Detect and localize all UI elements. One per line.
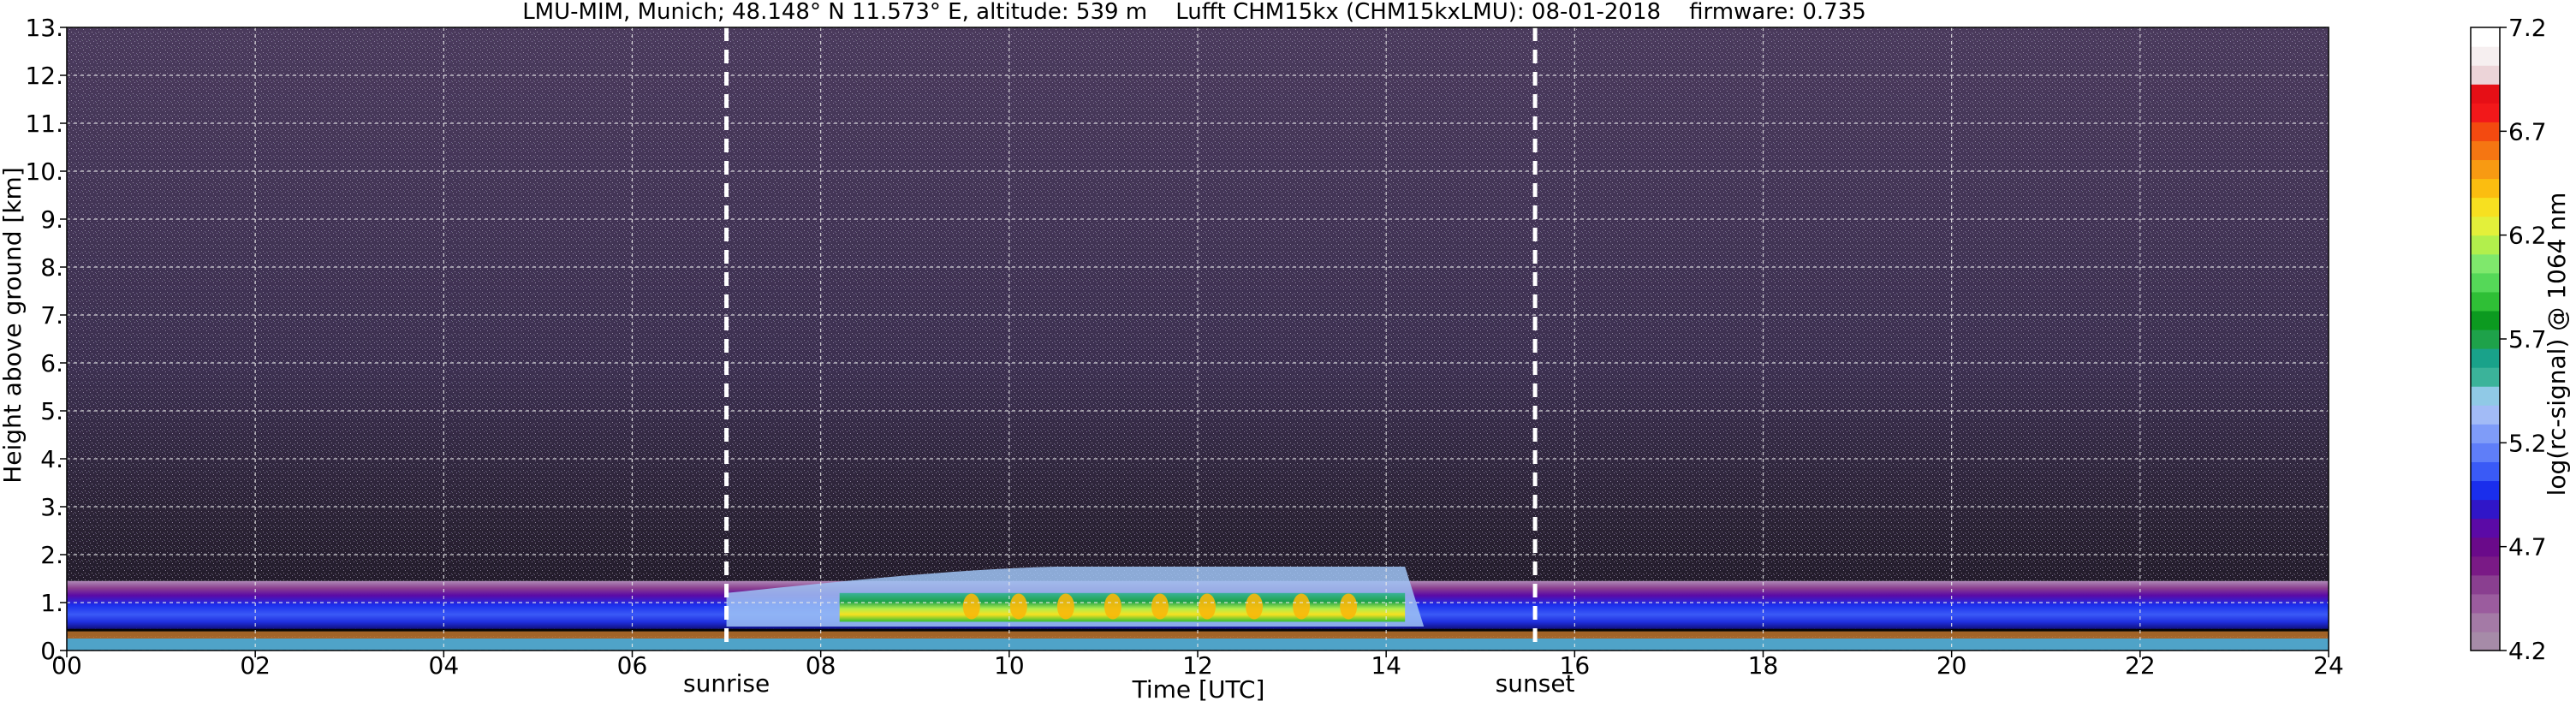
x-tick-label: 14 bbox=[1371, 651, 1401, 680]
chart-title: LMU-MIM, Munich; 48.148° N 11.573° E, al… bbox=[522, 0, 1866, 25]
x-tick-label: 12 bbox=[1182, 651, 1213, 680]
colorbar-swatch bbox=[2471, 159, 2500, 180]
colorbar-ticks: 4.2 4.7 5.2 5.7 6.2 6.7 7.2 bbox=[2500, 14, 2547, 665]
colorbar-swatch bbox=[2471, 574, 2500, 595]
colorbar bbox=[2470, 27, 2501, 651]
x-tick-label: 04 bbox=[429, 651, 460, 680]
y-tick-label: 12. bbox=[25, 62, 63, 90]
colorbar-swatch bbox=[2471, 329, 2500, 349]
y-tick-label: 7. bbox=[40, 301, 63, 330]
colorbar-swatch bbox=[2471, 348, 2500, 368]
y-tick-label: 9. bbox=[40, 205, 63, 234]
colorbar-swatch bbox=[2471, 178, 2500, 199]
layer-cell bbox=[1293, 593, 1311, 620]
colorbar-swatch bbox=[2471, 631, 2500, 651]
colorbar-tick-label: 6.7 bbox=[2508, 117, 2547, 146]
y-tick-label: 8. bbox=[40, 253, 63, 282]
colorbar-swatch bbox=[2471, 386, 2500, 406]
layer-cell bbox=[1340, 593, 1358, 620]
x-tick-label: 16 bbox=[1560, 651, 1591, 680]
colorbar-swatch bbox=[2471, 27, 2500, 47]
colorbar-swatch bbox=[2471, 253, 2500, 274]
layer-cell bbox=[1104, 593, 1121, 620]
x-tick-label: 22 bbox=[2125, 651, 2156, 680]
sun-markers bbox=[724, 27, 1538, 651]
layer-cell bbox=[1246, 593, 1264, 620]
x-axis-label: Time [UTC] bbox=[1132, 675, 1265, 704]
colorbar-swatch bbox=[2471, 291, 2500, 312]
x-axis-ticks: 00 02 04 06 08 10 12 14 16 18 20 22 24 bbox=[51, 651, 2344, 680]
colorbar-tick-label: 5.2 bbox=[2508, 429, 2547, 457]
colorbar-tick-label: 6.2 bbox=[2508, 222, 2547, 250]
colorbar-swatch bbox=[2471, 405, 2500, 425]
colorbar-swatch bbox=[2471, 593, 2500, 614]
x-tick-label: 20 bbox=[1936, 651, 1967, 680]
y-tick-label: 11. bbox=[25, 110, 63, 138]
x-tick-label: 10 bbox=[994, 651, 1025, 680]
y-tick-label: 0. bbox=[40, 637, 63, 665]
layer-near-surface bbox=[67, 631, 2329, 639]
colorbar-label: log(rc-signal) @ 1064 nm bbox=[2543, 193, 2571, 496]
colorbar-tick-label: 4.7 bbox=[2508, 533, 2547, 561]
y-tick-label: 10. bbox=[25, 157, 63, 186]
x-tick-label: 06 bbox=[617, 651, 648, 680]
y-tick-label: 3. bbox=[40, 493, 63, 521]
x-tick-label: 00 bbox=[51, 651, 82, 680]
plot-area bbox=[67, 27, 2329, 651]
sun-marker-labels: sunrise sunset bbox=[683, 669, 1575, 698]
colorbar-swatch bbox=[2471, 46, 2500, 66]
colorbar-swatch bbox=[2471, 84, 2500, 104]
y-axis-ticks: 0. 1. 2. 3. 4. 5. 6. 7. 8. 9. 10. 11. 12. 13. bbox=[25, 14, 67, 665]
y-axis-label: Height above ground [km] bbox=[0, 167, 27, 484]
grid-lines bbox=[67, 27, 2329, 651]
colorbar-swatch bbox=[2471, 65, 2500, 85]
colorbar-swatch bbox=[2471, 537, 2500, 557]
layer-cell bbox=[1151, 593, 1169, 620]
colorbar-tick-label: 4.2 bbox=[2508, 637, 2547, 665]
colorbar-swatch bbox=[2471, 197, 2500, 217]
colorbar-swatch bbox=[2471, 216, 2500, 236]
colorbar-swatch bbox=[2471, 140, 2500, 161]
colorbar-tick-label: 5.7 bbox=[2508, 325, 2547, 354]
colorbar-swatch bbox=[2471, 103, 2500, 122]
colorbar-swatch bbox=[2471, 424, 2500, 443]
x-tick-label: 18 bbox=[1748, 651, 1779, 680]
y-tick-label: 4. bbox=[40, 445, 63, 473]
colorbar-swatch bbox=[2471, 310, 2500, 330]
colorbar-swatch bbox=[2471, 518, 2500, 538]
colorbar-tick-label: 7.2 bbox=[2508, 14, 2547, 42]
y-tick-label: 5. bbox=[40, 397, 63, 425]
x-tick-label: 08 bbox=[806, 651, 836, 680]
layer-cell bbox=[962, 593, 980, 620]
layer-cell bbox=[1056, 593, 1074, 620]
colorbar-swatch bbox=[2471, 443, 2500, 462]
colorbar-swatch bbox=[2471, 367, 2500, 387]
sun-marker-label: sunrise bbox=[683, 669, 770, 698]
y-tick-label: 2. bbox=[40, 541, 63, 569]
colorbar-swatch bbox=[2471, 272, 2500, 293]
y-tick-label: 1. bbox=[40, 589, 63, 617]
y-tick-label: 6. bbox=[40, 349, 63, 377]
layer-convective-core bbox=[839, 592, 1406, 622]
colorbar-swatch bbox=[2471, 612, 2500, 633]
colorbar-swatch bbox=[2471, 480, 2500, 501]
colorbar-swatch bbox=[2471, 556, 2500, 576]
colorbar-swatch bbox=[2471, 461, 2500, 482]
layer-cell bbox=[1199, 593, 1217, 620]
colorbar-swatch bbox=[2471, 499, 2500, 520]
x-tick-label: 02 bbox=[240, 651, 271, 680]
colorbar-swatch bbox=[2471, 122, 2500, 141]
colorbar-swatch bbox=[2471, 235, 2500, 255]
y-tick-label: 13. bbox=[25, 14, 63, 42]
layer-cell bbox=[1009, 593, 1027, 620]
sun-marker-label: sunset bbox=[1496, 669, 1575, 698]
x-tick-label: 24 bbox=[2313, 651, 2344, 680]
